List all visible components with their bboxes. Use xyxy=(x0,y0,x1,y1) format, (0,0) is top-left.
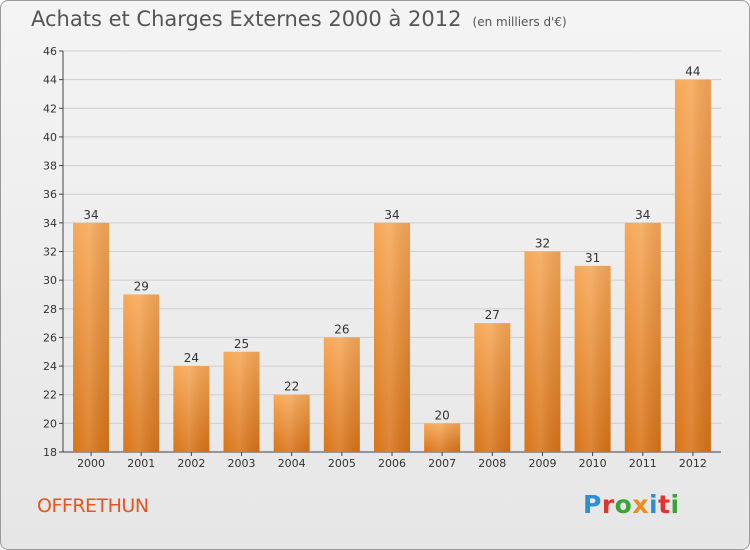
x-tick-label: 2001 xyxy=(127,457,155,470)
y-tick-label: 42 xyxy=(43,102,57,115)
x-tick-label: 2004 xyxy=(278,457,306,470)
bar-value-label: 34 xyxy=(83,208,98,222)
y-tick-label: 40 xyxy=(43,131,57,144)
x-tick-label: 2003 xyxy=(228,457,256,470)
commune-name: OFFRETHUN xyxy=(37,495,149,517)
bar-value-label: 34 xyxy=(635,208,650,222)
x-tick-label: 2009 xyxy=(528,457,556,470)
x-tick-label: 2002 xyxy=(177,457,205,470)
bar-highlight xyxy=(173,366,210,452)
logo-letter: P xyxy=(583,490,602,519)
y-tick-label: 28 xyxy=(43,303,57,316)
logo-letter: o xyxy=(614,490,633,519)
bar-highlight xyxy=(424,423,461,452)
y-tick-label: 46 xyxy=(43,45,57,58)
bar-value-label: 24 xyxy=(184,351,199,365)
bar-value-label: 20 xyxy=(435,408,450,422)
y-tick-label: 24 xyxy=(43,360,57,373)
logo-letter: i xyxy=(670,490,680,519)
bar-highlight xyxy=(223,351,260,452)
bar-highlight xyxy=(323,337,360,452)
bar-value-label: 25 xyxy=(234,337,249,351)
x-tick-label: 2006 xyxy=(378,457,406,470)
y-tick-label: 44 xyxy=(43,74,57,87)
y-tick-label: 30 xyxy=(43,274,57,287)
x-tick-label: 2010 xyxy=(579,457,607,470)
logo-letter: t xyxy=(658,490,671,519)
chart-unit-label: (en milliers d'€) xyxy=(472,15,567,29)
bar-value-label: 44 xyxy=(685,65,700,79)
y-tick-label: 32 xyxy=(43,246,57,259)
bar-highlight xyxy=(524,251,561,452)
bar-value-label: 26 xyxy=(334,322,349,336)
x-tick-label: 2000 xyxy=(77,457,105,470)
bar-highlight xyxy=(674,79,711,453)
bar-value-label: 22 xyxy=(284,380,299,394)
y-tick-label: 34 xyxy=(43,217,57,230)
bar-value-label: 27 xyxy=(485,308,500,322)
bar-highlight xyxy=(374,222,410,452)
x-tick-label: 2007 xyxy=(428,457,456,470)
logo-letter: i xyxy=(649,490,659,519)
bar-value-label: 31 xyxy=(585,251,600,265)
bar-value-label: 32 xyxy=(535,237,550,251)
bar-highlight xyxy=(273,394,310,452)
chart-title-row: Achats et Charges Externes 2000 à 2012 (… xyxy=(31,7,567,31)
bar-highlight xyxy=(474,323,511,452)
x-tick-label: 2012 xyxy=(679,457,707,470)
y-tick-label: 26 xyxy=(43,331,57,344)
y-tick-label: 18 xyxy=(43,446,57,459)
y-tick-label: 38 xyxy=(43,160,57,173)
bar-highlight xyxy=(574,265,611,452)
x-tick-label: 2011 xyxy=(629,457,657,470)
proxiti-logo[interactable]: Proxiti xyxy=(583,490,680,519)
bar-highlight xyxy=(73,222,110,452)
logo-letter: r xyxy=(601,490,615,519)
logo-letter: x xyxy=(632,490,649,519)
bar-highlight xyxy=(624,222,661,452)
y-tick-label: 20 xyxy=(43,417,57,430)
x-tick-label: 2005 xyxy=(328,457,356,470)
chart-title: Achats et Charges Externes 2000 à 2012 xyxy=(31,7,462,31)
bar-value-label: 29 xyxy=(134,279,149,293)
y-tick-label: 36 xyxy=(43,188,57,201)
bar-value-label: 34 xyxy=(384,208,399,222)
x-tick-label: 2008 xyxy=(478,457,506,470)
bar-highlight xyxy=(123,294,160,452)
y-tick-label: 22 xyxy=(43,389,57,402)
